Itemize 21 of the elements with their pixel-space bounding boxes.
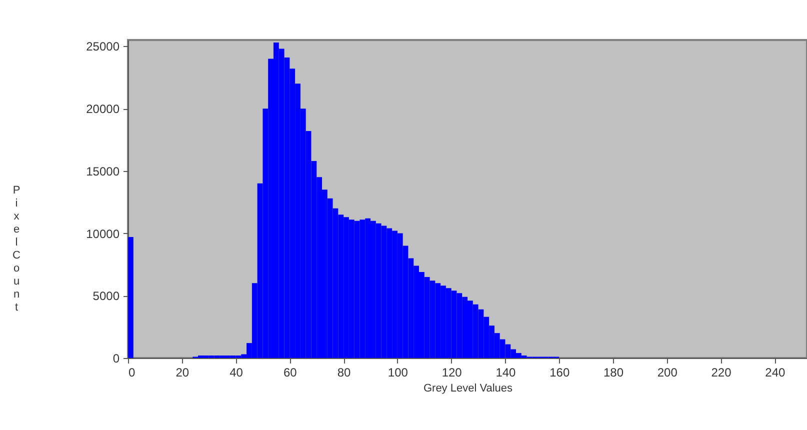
x-tick-label: 180 (603, 366, 624, 380)
x-axis-title: Grey Level Values (423, 382, 514, 394)
x-tick-label: 100 (388, 366, 408, 380)
x-tick-label: 60 (283, 366, 298, 380)
y-tick-label: 20000 (86, 102, 120, 116)
x-tick-label: 80 (337, 366, 352, 380)
x-tick-label: 40 (230, 366, 244, 380)
y-tick-label: 15000 (86, 164, 120, 178)
x-tick-label: 0 (128, 366, 136, 380)
text: Pixel Count (12, 184, 20, 314)
y-tick-label: 25000 (86, 40, 120, 54)
x-tick-label: 220 (711, 366, 732, 380)
x-tick-label: 200 (657, 366, 678, 380)
x-tick-label: 140 (496, 366, 516, 380)
x-tick-label: 160 (550, 366, 570, 380)
y-tick-label: 5000 (92, 289, 120, 304)
x-tick-label: 20 (176, 366, 190, 380)
x-tick-label: 240 (765, 366, 786, 380)
x-tick-label: 120 (442, 366, 462, 380)
y-tick-label: 10000 (86, 226, 120, 241)
y-tick-label: 0 (112, 352, 120, 366)
